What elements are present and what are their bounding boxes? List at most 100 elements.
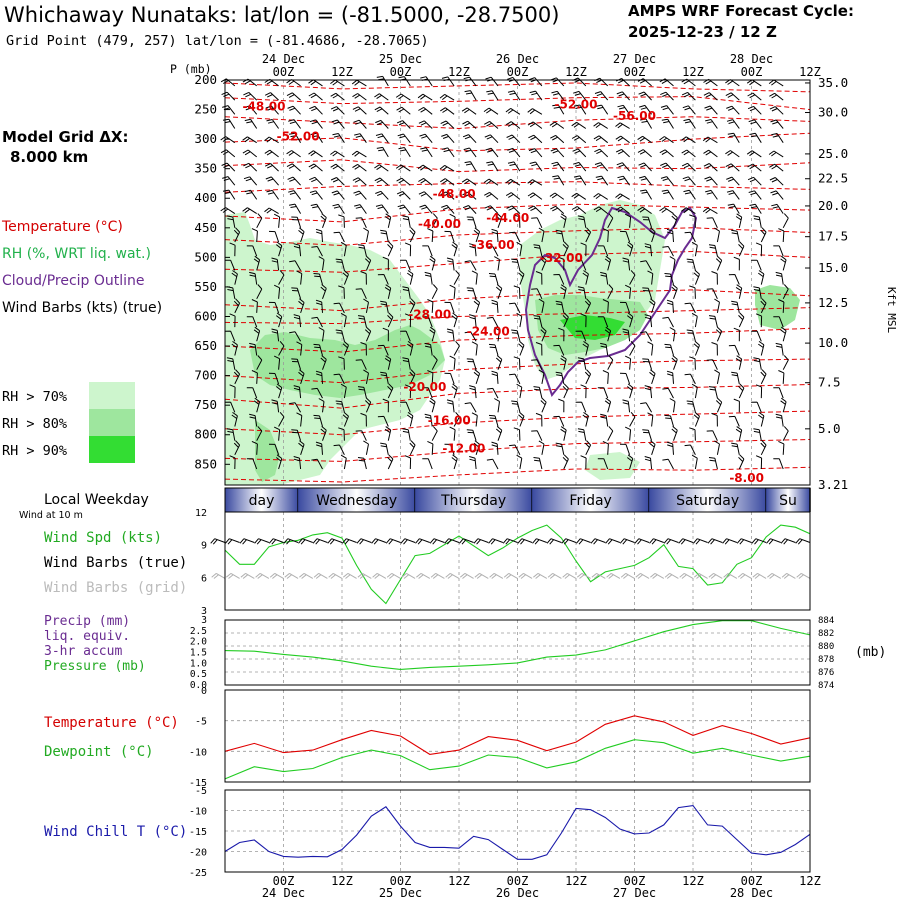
- wind-barb: [728, 274, 740, 285]
- wind-barb: [780, 397, 787, 413]
- wind-barb: [778, 370, 785, 384]
- wind-barb: [769, 163, 784, 172]
- wind-barb-grid: [416, 572, 431, 579]
- wind-barb: [439, 164, 455, 172]
- wind-barb: [535, 271, 543, 285]
- wind-barb-grid: [679, 572, 694, 579]
- wind-barb: [671, 213, 678, 228]
- wind-barb: [407, 270, 414, 285]
- wind-barb-grid: [430, 572, 445, 579]
- wind-barb: [735, 284, 743, 299]
- wind-barb: [593, 206, 609, 214]
- wind-barb: [528, 205, 543, 214]
- temperature-contour: [224, 307, 811, 325]
- temperature-contour: [224, 116, 811, 130]
- wind-barb: [320, 284, 327, 299]
- wind-barb: [604, 255, 612, 271]
- wind-barb: [431, 355, 438, 370]
- wind-barb: [516, 383, 523, 399]
- wind-barb: [686, 329, 696, 342]
- wind-barb: [485, 147, 499, 158]
- wind-barb: [330, 92, 345, 101]
- wind-barb: [616, 162, 630, 172]
- wind-barb: [619, 443, 631, 455]
- wind-barb: [577, 215, 587, 228]
- wind-barb: [242, 149, 258, 158]
- wind-barb: [748, 119, 762, 129]
- wind-barb: [342, 411, 349, 427]
- wind-barb: [462, 120, 477, 129]
- wind-barb: [439, 93, 455, 101]
- wind-barb: [622, 399, 631, 413]
- wind-barb: [509, 444, 521, 456]
- wind-barb: [293, 456, 302, 470]
- wind-barb: [505, 192, 521, 200]
- wind-barb: [552, 175, 565, 186]
- wind-barb: [338, 214, 345, 228]
- wind-barb: [749, 203, 762, 214]
- contour-label: -52.00: [555, 97, 598, 111]
- wind-barb: [582, 270, 589, 285]
- wind-barb: [494, 398, 500, 413]
- panel-tick-label: 0: [201, 686, 207, 697]
- wind-barb: [353, 190, 367, 200]
- wind-barb-grid: [489, 572, 504, 579]
- wind-barb: [666, 228, 674, 243]
- wind-barb: [714, 227, 720, 243]
- wind-barb: [268, 301, 280, 314]
- wind-barb-true: [722, 538, 738, 545]
- wind-barb: [580, 455, 587, 470]
- wind-barb: [404, 455, 412, 470]
- wind-barb: [527, 179, 543, 186]
- wind-barb: [380, 371, 389, 384]
- wind-barb-grid: [796, 572, 811, 579]
- wind-barb: [708, 315, 718, 328]
- wind-barb-grid: [591, 572, 606, 579]
- wind-barb: [249, 413, 258, 427]
- wind-barb: [311, 316, 323, 328]
- wind-barb: [607, 355, 614, 370]
- wind-barb: [296, 412, 303, 427]
- wind-barb-grid: [650, 572, 665, 579]
- wind-barb-true: [561, 538, 577, 545]
- wind-barb: [773, 245, 784, 257]
- grid-point-info: Grid Point (479, 257) lat/lon = (-81.468…: [6, 33, 429, 49]
- temperature-contour: [224, 159, 811, 173]
- wind-barb: [375, 119, 389, 129]
- wind-barb: [398, 147, 411, 158]
- height-tick-label: 22.5: [818, 171, 848, 186]
- panel-frame: [224, 789, 811, 873]
- wind-barb: [363, 298, 369, 313]
- panel-tick-label: -15: [189, 778, 207, 789]
- wind-barb: [770, 190, 784, 200]
- wind-barb: [287, 176, 301, 186]
- wind-barb: [714, 369, 720, 384]
- wind-barb: [309, 105, 323, 115]
- wind-barb: [640, 118, 653, 129]
- wind-barb: [573, 90, 587, 101]
- contour-label: -44.00: [486, 211, 529, 225]
- wind-barb-true: [678, 538, 694, 545]
- wind-barb: [495, 284, 503, 299]
- wind-barb: [409, 298, 416, 314]
- wind-barb: [727, 132, 740, 143]
- temperature-contour: [224, 82, 811, 93]
- pressure-axis-label: P (mb): [170, 62, 212, 76]
- precip-tick-label: 1.0: [190, 658, 207, 669]
- wind-barb-grid: [328, 572, 343, 579]
- wind-barb: [681, 207, 696, 215]
- wind-barb: [662, 458, 674, 470]
- wind-barb: [333, 373, 345, 385]
- wind-barb: [671, 284, 678, 299]
- wind-barb: [538, 298, 545, 313]
- wind-barb: [753, 428, 762, 441]
- wind-barb: [407, 411, 414, 427]
- rh-legend-swatch: [89, 382, 135, 409]
- pressure-tick-label: 650: [194, 338, 217, 353]
- wind-barb: [309, 119, 323, 129]
- wind-barb: [310, 132, 323, 143]
- wind-barb: [488, 414, 499, 427]
- height-tick-label: 35.0: [818, 75, 848, 90]
- wind-barb: [418, 120, 433, 129]
- wind-barb: [424, 271, 433, 285]
